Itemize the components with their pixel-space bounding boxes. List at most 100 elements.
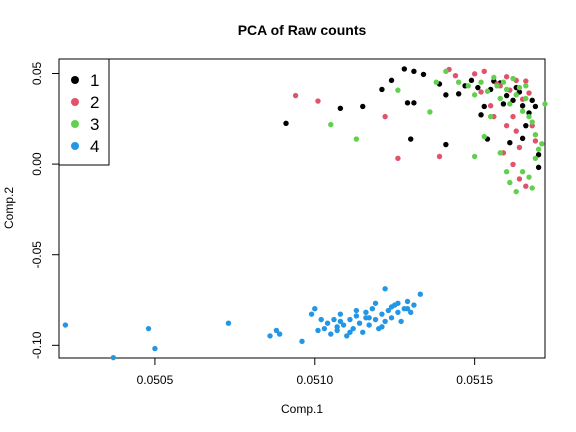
- series-1-point: [532, 103, 539, 110]
- x-tick-label: 0.0510: [296, 373, 333, 387]
- legend-marker-3: [71, 120, 79, 128]
- series-3-point: [478, 79, 484, 85]
- series-4-point: [404, 306, 411, 312]
- series-2-point: [436, 153, 443, 160]
- series-3-point: [523, 95, 529, 102]
- series-2-point: [510, 161, 516, 168]
- series-2-point: [523, 78, 529, 84]
- series-1-point: [420, 71, 427, 78]
- series-3-point: [526, 174, 532, 180]
- series-4-point: [379, 311, 385, 317]
- series-1-point: [455, 91, 462, 97]
- series-3-point: [516, 84, 523, 91]
- series-2-point: [487, 103, 494, 109]
- series-4-point: [62, 322, 69, 328]
- legend-marker-4: [71, 142, 79, 150]
- series-3-point: [471, 153, 478, 160]
- series-4-point: [340, 322, 347, 328]
- series-2-point: [395, 155, 401, 162]
- series-1-point: [535, 164, 542, 171]
- series-1-point: [507, 140, 513, 146]
- series-3-point: [519, 169, 526, 175]
- series-2-point: [510, 113, 516, 120]
- series-4-point: [385, 307, 392, 314]
- series-3-point: [395, 87, 401, 93]
- data-points: [62, 66, 548, 361]
- series-1-point: [478, 112, 484, 118]
- y-axis: -0.10 -0.05 0.00 0.05: [30, 61, 60, 359]
- series-1-point: [337, 105, 344, 111]
- series-3-point: [526, 113, 532, 120]
- series-2-point: [481, 68, 487, 75]
- series-1-point: [411, 100, 417, 106]
- series-1-point: [404, 100, 411, 106]
- series-2-point: [503, 74, 510, 80]
- series-4-point: [379, 324, 385, 330]
- legend-box: [58, 58, 110, 166]
- legend: 1 2 3 4: [58, 58, 110, 166]
- series-4-point: [312, 306, 318, 312]
- series-4-point: [382, 318, 388, 325]
- series-2-point: [478, 89, 484, 95]
- series-1-point: [529, 97, 535, 104]
- series-4-point: [408, 309, 414, 316]
- series-3-point: [529, 185, 535, 191]
- series-4-point: [372, 316, 379, 323]
- legend-label-4: 4: [90, 137, 99, 156]
- series-4-point: [337, 318, 344, 325]
- series-3-point: [503, 169, 510, 175]
- series-4-point: [145, 325, 152, 332]
- series-3-point: [523, 83, 529, 89]
- series-4-point: [308, 311, 315, 317]
- y-tick-label: 0.05: [30, 61, 44, 85]
- series-1-point: [510, 97, 516, 104]
- series-4-point: [356, 320, 363, 326]
- series-1-point: [481, 103, 487, 110]
- series-3-point: [491, 74, 497, 81]
- series-1-point: [408, 136, 414, 142]
- series-4-point: [318, 316, 324, 323]
- series-1-point: [411, 68, 417, 75]
- series-2-point: [315, 98, 321, 104]
- series-4-point: [353, 307, 360, 314]
- series-4-point: [363, 309, 369, 316]
- series-3-point: [535, 146, 542, 152]
- series-4-point: [388, 315, 395, 321]
- series-4-point: [411, 302, 417, 308]
- series-4-point: [337, 311, 344, 317]
- series-3-point: [519, 108, 526, 114]
- series-3-point: [481, 133, 487, 140]
- series-4-point: [372, 300, 379, 306]
- series-4-point: [267, 333, 273, 339]
- series-1-point: [523, 122, 529, 129]
- series-4-point: [353, 313, 360, 319]
- series-4-point: [347, 329, 353, 335]
- series-4-point: [110, 354, 117, 361]
- legend-label-3: 3: [90, 115, 99, 134]
- series-4-point: [350, 325, 356, 332]
- y-tick-label: -0.10: [30, 331, 44, 359]
- series-2-point: [292, 92, 299, 99]
- series-3-point: [484, 88, 491, 94]
- series-4-point: [404, 298, 411, 305]
- series-3-point: [328, 121, 334, 128]
- series-3-point: [532, 132, 539, 138]
- series-4-point: [328, 331, 334, 337]
- series-4-point: [152, 345, 158, 352]
- series-1-point: [519, 103, 526, 109]
- legend-marker-1: [71, 76, 79, 84]
- series-3-point: [507, 179, 513, 186]
- series-3-point: [494, 83, 500, 89]
- series-3-point: [500, 79, 507, 85]
- series-4-point: [398, 318, 404, 325]
- series-1-point: [388, 77, 395, 84]
- series-2-point: [516, 144, 523, 151]
- series-1-point: [443, 141, 449, 148]
- series-2-point: [532, 138, 539, 144]
- y-axis-label: Comp.2: [2, 187, 16, 229]
- series-4-point: [417, 291, 424, 297]
- series-1-point: [468, 77, 475, 84]
- series-4-point: [360, 329, 366, 335]
- series-4-point: [331, 316, 337, 323]
